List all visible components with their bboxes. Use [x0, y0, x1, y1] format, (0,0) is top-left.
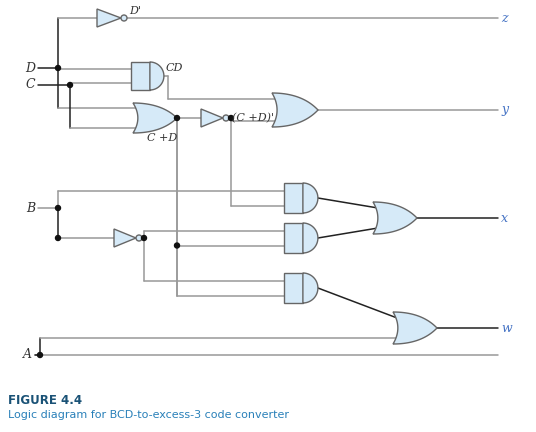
Text: w: w — [501, 321, 512, 334]
Text: C: C — [25, 79, 35, 92]
Circle shape — [175, 243, 180, 248]
Text: D: D — [25, 61, 35, 74]
Text: x: x — [501, 212, 508, 225]
Circle shape — [56, 66, 61, 70]
Polygon shape — [131, 62, 150, 90]
Text: B: B — [26, 201, 35, 215]
Circle shape — [68, 83, 72, 88]
Text: C +D: C +D — [147, 133, 177, 143]
Polygon shape — [114, 229, 136, 247]
Text: CD: CD — [166, 63, 183, 73]
Text: (C +D)': (C +D)' — [232, 113, 274, 123]
Polygon shape — [150, 62, 164, 90]
Circle shape — [56, 235, 61, 241]
Circle shape — [223, 115, 229, 121]
Polygon shape — [284, 273, 303, 303]
Circle shape — [121, 15, 127, 21]
Polygon shape — [133, 103, 177, 133]
Polygon shape — [393, 312, 437, 344]
Circle shape — [175, 115, 180, 121]
Text: Logic diagram for BCD-to-excess-3 code converter: Logic diagram for BCD-to-excess-3 code c… — [8, 410, 289, 420]
Polygon shape — [303, 223, 318, 253]
Circle shape — [38, 353, 42, 358]
Polygon shape — [284, 183, 303, 213]
Text: D': D' — [129, 6, 141, 16]
Circle shape — [142, 235, 146, 241]
Text: FIGURE 4.4: FIGURE 4.4 — [8, 394, 82, 407]
Polygon shape — [303, 273, 318, 303]
Circle shape — [136, 235, 142, 241]
Text: z: z — [501, 12, 508, 25]
Text: A: A — [23, 349, 32, 362]
Circle shape — [228, 115, 234, 121]
Polygon shape — [373, 202, 417, 234]
Polygon shape — [284, 223, 303, 253]
Polygon shape — [97, 9, 121, 27]
Circle shape — [56, 206, 61, 210]
Polygon shape — [272, 93, 318, 127]
Polygon shape — [201, 109, 223, 127]
Text: y: y — [501, 104, 508, 117]
Polygon shape — [303, 183, 318, 213]
